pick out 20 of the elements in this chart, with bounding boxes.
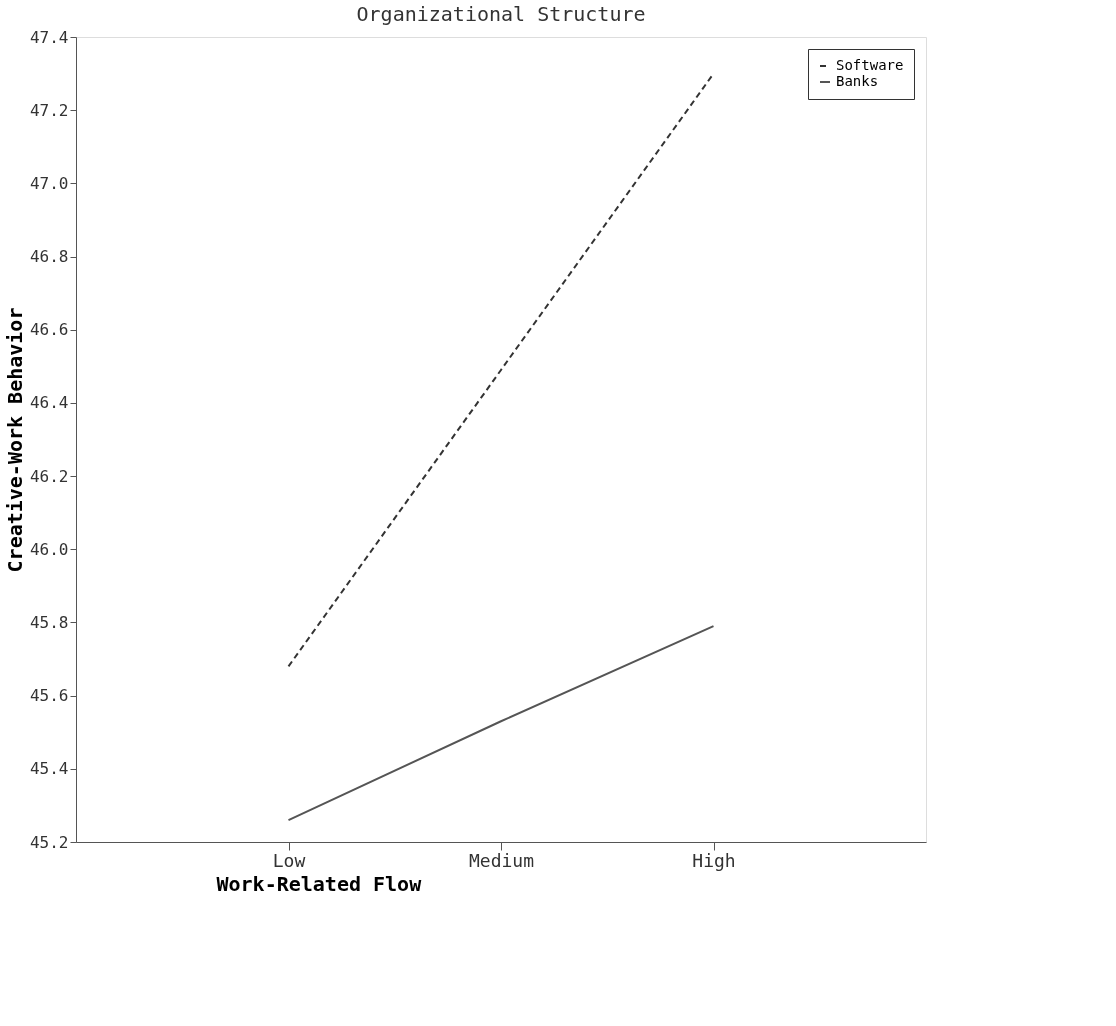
y-tick-label: 45.6 (29, 686, 69, 706)
y-tick-label: 45.8 (29, 612, 69, 632)
y-tick-label: 46.0 (29, 539, 69, 559)
y-tick-label: 47.4 (29, 27, 69, 47)
y-tick-label: 45.4 (29, 759, 69, 779)
chart-title: Organizational Structure (356, 2, 646, 26)
y-tick-label: 47.2 (29, 100, 69, 120)
legend-label: Software (836, 57, 904, 73)
y-tick-label: 46.4 (29, 393, 69, 413)
legend-label: Banks (836, 73, 879, 89)
y-tick-label: 47.0 (29, 173, 69, 193)
y-tick-label: 46.6 (29, 320, 69, 340)
y-axis-title: Creative-Work Behavior (2, 307, 27, 573)
y-tick-label: 45.2 (29, 832, 69, 852)
x-tick-label: High (692, 849, 736, 871)
y-tick-label: 46.2 (29, 466, 69, 486)
x-tick-label: Low (272, 849, 306, 871)
x-axis-title: Work-Related Flow (216, 871, 423, 896)
y-tick-label: 46.8 (29, 247, 69, 267)
x-tick-label: Medium (468, 849, 535, 871)
